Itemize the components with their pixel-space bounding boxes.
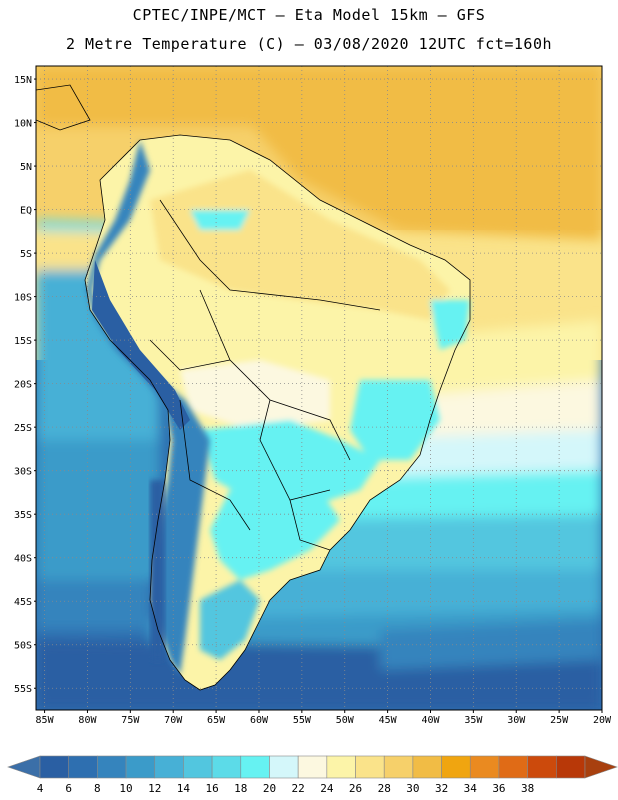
colorbar-label: 38: [521, 782, 534, 795]
lat-tick-label: EQ: [20, 206, 32, 217]
lon-tick-label: 75W: [121, 715, 140, 726]
lat-tick-label: 5S: [20, 249, 32, 260]
lon-tick-label: 50W: [336, 715, 355, 726]
colorbar-under-arrow: [7, 755, 41, 779]
colorbar-label: 6: [65, 782, 72, 795]
colorbar-label: 24: [320, 782, 334, 795]
temperature-map: 15N 10N 5N EQ 5S 10S 15S 20S 25S 30S 35S 40S 45S 50S 5…: [14, 65, 612, 726]
colorbar-box: [527, 755, 557, 779]
lon-tick-label: 60W: [250, 715, 269, 726]
colorbar-box: [297, 755, 328, 779]
colorbar-label: 28: [378, 782, 391, 795]
colorbar-box: [125, 755, 156, 779]
colorbar-box: [355, 755, 385, 779]
lon-tick-label: 25W: [550, 715, 569, 726]
lat-tick-label: 35S: [14, 510, 32, 521]
colorbar-label: 18: [234, 782, 247, 795]
lat-tick-label: 55S: [14, 684, 32, 695]
lon-tick-label: 65W: [207, 715, 226, 726]
lat-tick-label: 40S: [14, 554, 32, 565]
colorbar-label: 14: [177, 782, 191, 795]
lon-tick-label: 85W: [36, 715, 55, 726]
coastlines: [36, 84, 471, 691]
chart-subtitle: 2 Metre Temperature (C) – 03/08/2020 12U…: [65, 35, 553, 53]
colorbar-box: [183, 755, 213, 779]
colorbar-box: [269, 755, 299, 779]
longitude-labels: 85W 80W 75W 70W 65W 60W 55W 50W 45W 40W 35W 30W 25W 2…: [36, 710, 612, 726]
graticule: [36, 66, 602, 710]
colorbar-label: 10: [119, 782, 132, 795]
lon-tick-label: 40W: [421, 715, 440, 726]
colorbar-label: 4: [37, 782, 44, 795]
colorbar: 4 6 8 10 12 14 16 18 20 22 24 26 28 30 32 34 36 38: [7, 755, 618, 795]
colorbar-label: 36: [492, 782, 505, 795]
colorbar-box: [68, 755, 98, 779]
colorbar-label: 22: [292, 782, 305, 795]
colorbar-box: [441, 755, 471, 779]
lon-tick-label: 45W: [379, 715, 398, 726]
lat-tick-label: 30S: [14, 467, 32, 478]
colorbar-label: 30: [406, 782, 419, 795]
temperature-field: [36, 66, 602, 710]
colorbar-label: 16: [205, 782, 218, 795]
lat-tick-label: 25S: [14, 423, 32, 434]
lon-tick-label: 80W: [78, 715, 97, 726]
colorbar-box: [412, 755, 442, 779]
lat-tick-label: 10S: [14, 293, 32, 304]
colorbar-label: 12: [148, 782, 161, 795]
colorbar-box: [154, 755, 184, 779]
lat-tick-label: 45S: [14, 597, 32, 608]
lat-tick-label: 5N: [20, 162, 32, 173]
colorbar-box: [498, 755, 528, 779]
lat-tick-label: 50S: [14, 641, 32, 652]
lat-tick-label: 15S: [14, 336, 32, 347]
colorbar-over-arrow: [584, 755, 618, 779]
colorbar-box: [240, 755, 270, 779]
lat-tick-label: 10N: [14, 119, 32, 130]
colorbar-box: [469, 755, 500, 779]
colorbar-box: [556, 755, 586, 779]
latitude-labels: 15N 10N 5N EQ 5S 10S 15S 20S 25S 30S 35S 40S 45S 50S 5…: [14, 75, 36, 695]
colorbar-box: [39, 755, 69, 779]
colorbar-label: 26: [349, 782, 362, 795]
chart-title: CPTEC/INPE/MCT – Eta Model 15km – GFS: [132, 6, 486, 24]
colorbar-label: 8: [94, 782, 101, 795]
colorbar-label: 32: [435, 782, 448, 795]
colorbar-box: [326, 755, 356, 779]
lon-tick-label: 20W: [593, 715, 612, 726]
colorbar-label: 20: [263, 782, 276, 795]
lon-tick-label: 55W: [293, 715, 312, 726]
colorbar-box: [97, 755, 127, 779]
lat-tick-label: 20S: [14, 380, 32, 391]
colorbar-box: [383, 755, 414, 779]
lon-tick-label: 35W: [464, 715, 483, 726]
lat-tick-label: 15N: [14, 75, 32, 86]
colorbar-box: [211, 755, 242, 779]
colorbar-label: 34: [464, 782, 478, 795]
lon-tick-label: 30W: [507, 715, 526, 726]
lon-tick-label: 70W: [164, 715, 183, 726]
